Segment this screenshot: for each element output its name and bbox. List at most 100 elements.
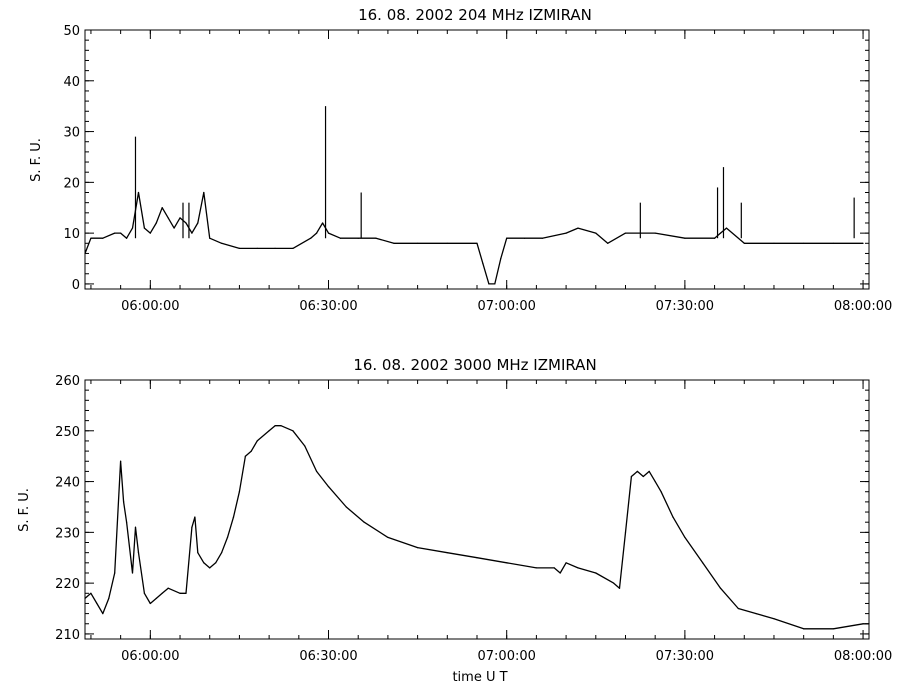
y-tick-label: 0 bbox=[72, 278, 80, 293]
data-point bbox=[125, 521, 128, 523]
data-point bbox=[197, 552, 199, 554]
x-tick-label: 08:00:00 bbox=[834, 649, 892, 664]
data-point bbox=[862, 242, 864, 244]
data-point bbox=[523, 237, 526, 239]
data-point bbox=[506, 237, 508, 239]
plot-area bbox=[84, 106, 864, 285]
data-point bbox=[209, 567, 211, 569]
data-point bbox=[179, 592, 181, 594]
data-point bbox=[832, 242, 834, 244]
panel-204mhz: 16. 08. 2002 204 MHz IZMIRAN S. F. U. 0 1… bbox=[29, 6, 892, 314]
data-point bbox=[244, 455, 246, 457]
data-point bbox=[226, 536, 229, 539]
data-point bbox=[274, 425, 276, 427]
data-point bbox=[559, 572, 561, 574]
data-point bbox=[417, 242, 419, 244]
data-point bbox=[713, 237, 716, 239]
data-point bbox=[488, 283, 490, 285]
data-point bbox=[577, 567, 579, 569]
data-point bbox=[90, 592, 92, 594]
y-tick-label: 260 bbox=[55, 374, 80, 389]
data-point bbox=[654, 232, 656, 234]
data-point bbox=[149, 232, 151, 234]
data-point bbox=[90, 237, 92, 239]
data-point bbox=[238, 247, 241, 249]
x-ticks: 06:00:00 06:30:00 07:00:00 07:30:00 08:00:00 bbox=[90, 380, 892, 664]
data-point bbox=[595, 572, 597, 574]
data-point bbox=[375, 237, 377, 239]
data-point bbox=[316, 232, 318, 234]
data-point bbox=[102, 613, 104, 615]
data-point bbox=[624, 531, 627, 533]
data-point bbox=[155, 597, 157, 599]
data-point bbox=[535, 567, 537, 569]
y-ticks: 0 10 20 30 40 50 bbox=[63, 24, 869, 293]
data-point bbox=[672, 516, 674, 518]
data-point bbox=[719, 232, 722, 234]
data-point bbox=[719, 587, 722, 589]
data-point bbox=[553, 567, 555, 569]
data-point bbox=[131, 572, 134, 574]
data-point bbox=[191, 526, 193, 528]
y-axis-label: S. F. U. bbox=[17, 488, 32, 532]
data-point bbox=[191, 232, 193, 234]
data-point bbox=[541, 237, 543, 239]
series-line bbox=[84, 191, 864, 285]
data-point bbox=[203, 562, 205, 564]
data-point bbox=[268, 430, 270, 432]
data-point bbox=[476, 242, 478, 244]
data-point bbox=[114, 572, 116, 574]
data-point bbox=[417, 546, 419, 549]
data-point bbox=[137, 552, 140, 554]
data-point bbox=[120, 460, 122, 462]
data-point bbox=[500, 257, 502, 260]
data-point bbox=[221, 552, 223, 554]
plot-area bbox=[84, 425, 870, 630]
data-point bbox=[506, 562, 508, 564]
data-point bbox=[630, 475, 633, 478]
data-point bbox=[209, 237, 211, 239]
data-point bbox=[194, 516, 196, 518]
y-tick-label: 240 bbox=[55, 476, 80, 491]
data-point bbox=[167, 217, 169, 219]
data-point bbox=[607, 242, 609, 244]
data-point bbox=[613, 582, 615, 584]
data-point bbox=[743, 242, 745, 244]
data-point bbox=[357, 237, 359, 239]
plot-frame bbox=[84, 379, 870, 640]
data-point bbox=[446, 552, 448, 554]
data-point bbox=[565, 562, 567, 564]
x-ticks: 06:00:00 06:30:00 07:00:00 07:30:00 08:00:00 bbox=[90, 30, 892, 314]
data-point bbox=[654, 480, 656, 483]
data-point bbox=[393, 242, 395, 244]
data-point bbox=[387, 536, 389, 539]
data-point bbox=[316, 470, 318, 473]
data-point bbox=[577, 227, 579, 229]
data-point bbox=[636, 470, 638, 473]
data-point bbox=[155, 222, 157, 224]
x-tick-label: 06:00:00 bbox=[121, 299, 179, 314]
y-tick-label: 20 bbox=[63, 176, 80, 191]
data-point bbox=[310, 237, 312, 239]
data-point bbox=[221, 242, 223, 244]
data-point bbox=[304, 445, 306, 447]
data-point bbox=[238, 491, 241, 493]
data-point bbox=[280, 425, 282, 427]
data-point bbox=[660, 491, 662, 493]
y-ticks: 210 220 230 240 250 260 bbox=[55, 374, 869, 643]
x-axis-label: time U T bbox=[452, 670, 507, 685]
data-point bbox=[648, 470, 650, 473]
data-point bbox=[773, 242, 775, 244]
data-point bbox=[185, 592, 187, 594]
data-point bbox=[642, 475, 644, 478]
data-point bbox=[203, 191, 205, 194]
data-point bbox=[702, 562, 704, 564]
x-tick-label: 08:00:00 bbox=[834, 299, 892, 314]
data-point bbox=[274, 247, 276, 249]
data-point bbox=[832, 628, 834, 630]
data-point bbox=[197, 222, 199, 224]
y-axis-label: S. F. U. bbox=[29, 138, 44, 182]
chart-title: 16. 08. 2002 204 MHz IZMIRAN bbox=[358, 6, 592, 24]
data-point bbox=[339, 237, 341, 239]
